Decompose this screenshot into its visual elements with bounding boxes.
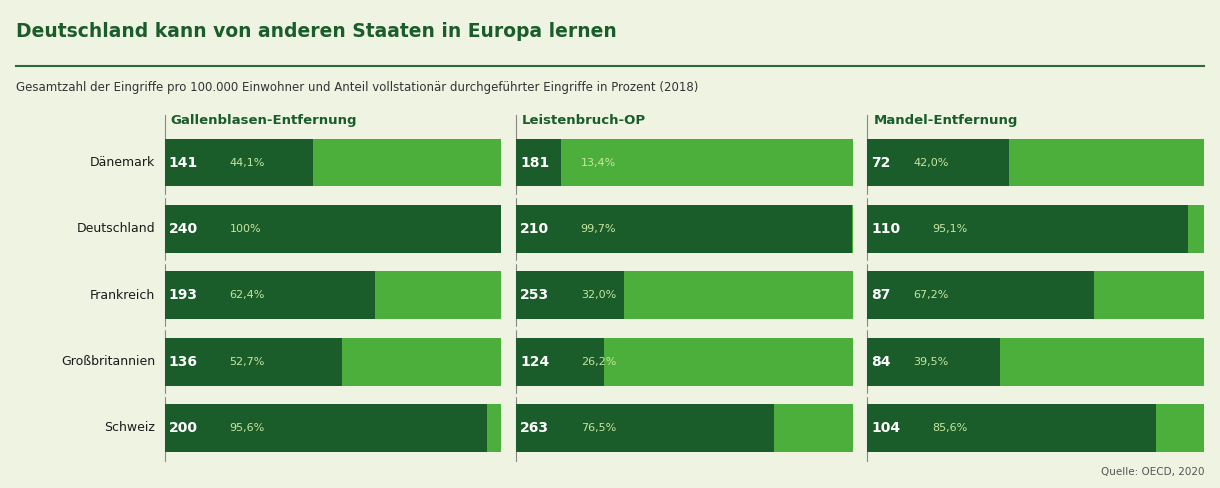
Bar <box>867 404 1204 452</box>
Bar <box>165 271 501 319</box>
Bar <box>867 205 1187 253</box>
Text: 124: 124 <box>520 355 549 368</box>
Text: 263: 263 <box>520 421 549 435</box>
Bar <box>867 271 1204 319</box>
Bar <box>165 139 314 186</box>
Text: 95,6%: 95,6% <box>229 423 265 433</box>
Text: Deutschland: Deutschland <box>77 223 155 235</box>
Text: Deutschland kann von anderen Staaten in Europa lernen: Deutschland kann von anderen Staaten in … <box>16 22 616 41</box>
Text: 200: 200 <box>168 421 198 435</box>
Text: 100%: 100% <box>229 224 261 234</box>
Text: 72: 72 <box>871 156 891 169</box>
Text: 87: 87 <box>871 288 891 302</box>
Bar <box>516 139 561 186</box>
Text: 13,4%: 13,4% <box>581 158 616 167</box>
Bar <box>867 338 1204 386</box>
Text: Gesamtzahl der Eingriffe pro 100.000 Einwohner und Anteil vollstationär durchgef: Gesamtzahl der Eingriffe pro 100.000 Ein… <box>16 81 698 94</box>
Text: 32,0%: 32,0% <box>581 290 616 300</box>
Text: 44,1%: 44,1% <box>229 158 265 167</box>
Bar <box>867 139 1009 186</box>
Text: Schweiz: Schweiz <box>104 422 155 434</box>
Bar <box>516 404 773 452</box>
Text: 39,5%: 39,5% <box>914 357 949 366</box>
Text: 42,0%: 42,0% <box>914 158 949 167</box>
Bar <box>516 205 853 253</box>
Text: 95,1%: 95,1% <box>932 224 967 234</box>
Bar <box>516 139 853 186</box>
Text: Quelle: OECD, 2020: Quelle: OECD, 2020 <box>1100 468 1204 477</box>
Text: 62,4%: 62,4% <box>229 290 265 300</box>
Text: 26,2%: 26,2% <box>581 357 616 366</box>
Bar <box>867 139 1204 186</box>
Text: 52,7%: 52,7% <box>229 357 265 366</box>
Bar <box>165 404 501 452</box>
Text: 85,6%: 85,6% <box>932 423 967 433</box>
Text: 253: 253 <box>520 288 549 302</box>
Text: Gallenblasen-Entfernung: Gallenblasen-Entfernung <box>171 114 357 127</box>
Text: 99,7%: 99,7% <box>581 224 616 234</box>
Text: Mandel-Entfernung: Mandel-Entfernung <box>874 114 1017 127</box>
Text: 67,2%: 67,2% <box>914 290 949 300</box>
Text: Dänemark: Dänemark <box>90 156 155 169</box>
Text: 76,5%: 76,5% <box>581 423 616 433</box>
Bar <box>165 338 501 386</box>
Text: 136: 136 <box>168 355 198 368</box>
Bar <box>516 404 853 452</box>
Bar <box>165 404 487 452</box>
Text: 110: 110 <box>871 222 900 236</box>
Bar <box>165 205 501 253</box>
Text: 193: 193 <box>168 288 198 302</box>
Bar <box>867 404 1155 452</box>
Text: Frankreich: Frankreich <box>90 289 155 302</box>
Bar <box>165 338 342 386</box>
Bar <box>516 338 604 386</box>
Bar <box>165 271 375 319</box>
Text: 240: 240 <box>168 222 198 236</box>
Text: 181: 181 <box>520 156 549 169</box>
Bar <box>867 271 1093 319</box>
Text: 104: 104 <box>871 421 900 435</box>
Text: 84: 84 <box>871 355 891 368</box>
Bar <box>516 271 853 319</box>
Text: Großbritannien: Großbritannien <box>61 355 155 368</box>
Text: 141: 141 <box>168 156 198 169</box>
Text: 210: 210 <box>520 222 549 236</box>
Bar <box>516 205 852 253</box>
Bar <box>165 205 501 253</box>
Bar <box>867 205 1204 253</box>
Bar <box>867 338 1000 386</box>
Text: Leistenbruch-OP: Leistenbruch-OP <box>522 114 647 127</box>
Bar <box>516 338 853 386</box>
Bar <box>165 139 501 186</box>
Bar <box>516 271 623 319</box>
